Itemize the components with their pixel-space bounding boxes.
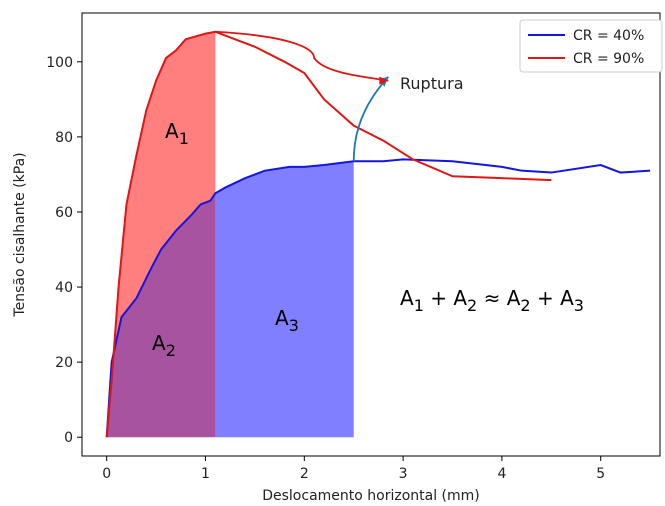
area-label-a2: A2 <box>152 331 176 360</box>
x-tick-label: 5 <box>596 466 605 482</box>
x-axis-ticks: 0 1 2 3 4 5 <box>102 456 605 482</box>
rupture-arrowhead-red <box>379 76 389 85</box>
x-tick-label: 0 <box>102 466 111 482</box>
series-line-cr-40 <box>105 158 651 438</box>
x-tick-label: 3 <box>399 466 408 482</box>
area-a1 <box>106 31 216 438</box>
area-label-a1: A1 <box>165 119 189 148</box>
y-tick-label: 0 <box>64 430 73 446</box>
rupture-curve-blue <box>352 76 389 162</box>
area-label-a3: A3 <box>275 306 299 335</box>
legend-label-cr-90: CR = 90% <box>573 51 644 67</box>
y-tick-label: 60 <box>55 205 73 221</box>
legend: CR = 40% CR = 90% <box>519 19 663 73</box>
area-equation: A1 + A2 ≈ A2 + A3 <box>400 286 584 315</box>
x-axis-label: Deslocamento horizontal (mm) <box>262 488 480 504</box>
y-tick-label: 100 <box>46 55 73 71</box>
y-tick-label: 80 <box>55 130 73 146</box>
x-tick-label: 1 <box>201 466 210 482</box>
y-tick-label: 40 <box>55 280 73 296</box>
y-axis-label: Tensão cisalhante (kPa) <box>12 152 28 317</box>
y-axis-ticks: 0 20 40 60 80 100 <box>46 55 82 446</box>
legend-label-cr-40: CR = 40% <box>573 28 644 44</box>
area-a2 <box>106 193 216 438</box>
x-tick-label: 2 <box>300 466 309 482</box>
y-tick-label: 20 <box>55 355 73 371</box>
rupture-curve-red <box>215 30 389 82</box>
area-a3 <box>215 161 354 438</box>
x-tick-label: 4 <box>497 466 506 482</box>
axes-frame <box>81 12 661 457</box>
rupture-label: Ruptura <box>400 74 464 93</box>
